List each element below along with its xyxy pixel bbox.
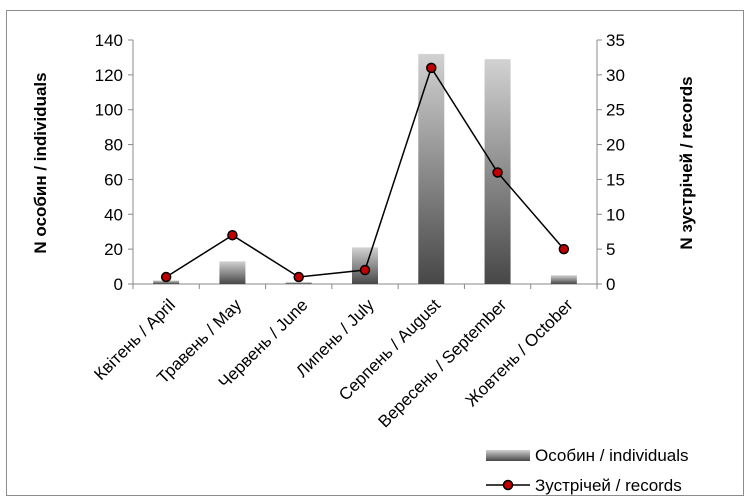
line-point	[558, 243, 570, 255]
y-tick-label: 120	[95, 66, 123, 85]
y2-tick-label: 20	[606, 136, 625, 155]
y2-tick-label: 15	[606, 170, 625, 189]
y2-tick-label: 30	[606, 66, 625, 85]
line-point	[293, 271, 304, 283]
y2-tick-label: 10	[606, 205, 625, 224]
legend-line-label: Зустрічей / records	[535, 476, 682, 495]
y-tick-label: 140	[95, 31, 123, 50]
line-point	[227, 229, 238, 241]
bar	[285, 282, 312, 284]
line-point	[359, 264, 371, 276]
y-tick-label: 100	[95, 101, 123, 120]
line-point	[160, 271, 172, 283]
line-point	[426, 62, 437, 74]
line-point	[492, 167, 503, 178]
category-label: Вересень / September	[374, 295, 510, 431]
bar-series	[153, 53, 577, 284]
tick-labels: 0 20 40 60 80 100 120 140 0 5 10 15 20 25 30 35	[95, 31, 625, 294]
y-tick-label: 60	[104, 170, 123, 189]
y-tick-label: 40	[104, 205, 123, 224]
legend-bar-swatch	[486, 450, 530, 461]
y2-tick-label: 0	[606, 275, 615, 294]
bar	[219, 261, 246, 284]
bar	[418, 53, 445, 284]
y2-tick-label: 25	[606, 101, 625, 120]
bar	[550, 275, 577, 284]
y-tick-label: 80	[104, 136, 123, 155]
y-tick-label: 20	[104, 240, 123, 259]
legend-bar-label: Особин / individuals	[535, 446, 689, 465]
line-series	[160, 62, 570, 283]
y-tick-label: 0	[114, 275, 123, 294]
y2-tick-label: 5	[606, 240, 615, 259]
y2-axis-title: N зустрічей / records	[677, 76, 696, 249]
y-axis-title: N особин / individuals	[31, 72, 50, 253]
legend: Особин / individuals Зустрічей / records	[486, 446, 689, 495]
y2-tick-label: 35	[606, 31, 625, 50]
legend-line-marker	[502, 479, 514, 491]
